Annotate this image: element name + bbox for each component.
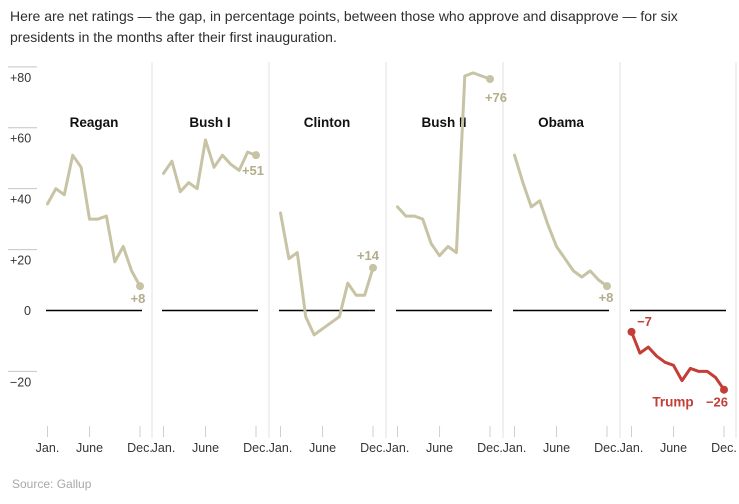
value-label-obama-end: +8 — [599, 290, 614, 305]
x-tick-label: Dec. — [711, 441, 737, 455]
startpoint-dot-trump — [627, 327, 636, 336]
panel-bush-i: Jan. June Dec. Bush I +51 — [152, 115, 269, 455]
x-tick-label: Dec. — [594, 441, 620, 455]
x-tick-label: Jan. — [269, 441, 293, 455]
x-tick-label: June — [192, 441, 219, 455]
x-tick-label: Dec. — [477, 441, 503, 455]
x-tick-label: June — [76, 441, 103, 455]
line-trump — [630, 330, 726, 392]
panel-clinton: Jan. June Dec. Clinton +14 — [269, 115, 386, 455]
line-bush-ii — [396, 71, 492, 258]
endpoint-dot-bush-ii — [486, 75, 495, 84]
x-tick-label: June — [309, 441, 336, 455]
panel-trump: Jan. June Dec. −26 −7 Trump — [620, 309, 737, 455]
panel-title-bush-i: Bush I — [189, 115, 230, 130]
y-tick-label: +80 — [10, 71, 31, 85]
y-tick-label: 0 — [24, 304, 31, 318]
panel-title-obama: Obama — [538, 115, 584, 130]
value-label-trump-start: −7 — [637, 314, 652, 329]
x-tick-label: June — [543, 441, 570, 455]
value-label-reagan-end: +8 — [131, 291, 146, 306]
line-reagan — [46, 153, 142, 288]
line-bush-i — [162, 138, 258, 194]
x-tick-label: Dec. — [360, 441, 386, 455]
source-note: Source: Gallup — [12, 477, 92, 491]
panel-title-reagan: Reagan — [70, 115, 119, 130]
line-obama — [513, 153, 609, 288]
value-label-bush-i-end: +51 — [242, 163, 264, 178]
panel-reagan: Jan. June Dec. Reagan +8 — [36, 115, 153, 455]
endpoint-dot-clinton — [369, 263, 378, 272]
x-tick-label: Dec. — [243, 441, 269, 455]
y-tick-label: +40 — [10, 193, 31, 207]
y-tick-label: +60 — [10, 132, 31, 146]
x-tick-label: Jan. — [620, 441, 644, 455]
x-tick-label: Jan. — [503, 441, 527, 455]
x-tick-label: June — [426, 441, 453, 455]
x-tick-label: Dec. — [127, 441, 153, 455]
value-label-bush-ii-end: +76 — [485, 90, 507, 105]
x-tick-label: Jan. — [386, 441, 410, 455]
endpoint-dot-reagan — [136, 282, 145, 291]
panel-title-clinton: Clinton — [304, 115, 351, 130]
y-tick-label: +20 — [10, 254, 31, 268]
endpoint-dot-trump — [720, 385, 729, 394]
x-tick-label: Jan. — [36, 441, 60, 455]
value-label-trump-end: −26 — [706, 395, 728, 410]
value-label-clinton-end: +14 — [357, 248, 380, 263]
y-tick-label: −20 — [10, 375, 31, 389]
panel-title-bush-ii: Bush II — [421, 115, 466, 130]
panel-obama: Jan. June Dec. Obama +8 — [503, 115, 620, 455]
endpoint-dot-bush-i — [252, 151, 261, 160]
endpoint-dot-obama — [603, 282, 612, 291]
line-clinton — [279, 211, 375, 337]
inline-series-name-trump: Trump — [652, 395, 693, 410]
x-tick-label: Jan. — [152, 441, 176, 455]
chart-description: Here are net ratings — the gap, in perce… — [10, 8, 678, 45]
x-tick-label: June — [660, 441, 687, 455]
panel-bush-ii: Jan. June Dec. Bush II +76 — [386, 71, 507, 455]
